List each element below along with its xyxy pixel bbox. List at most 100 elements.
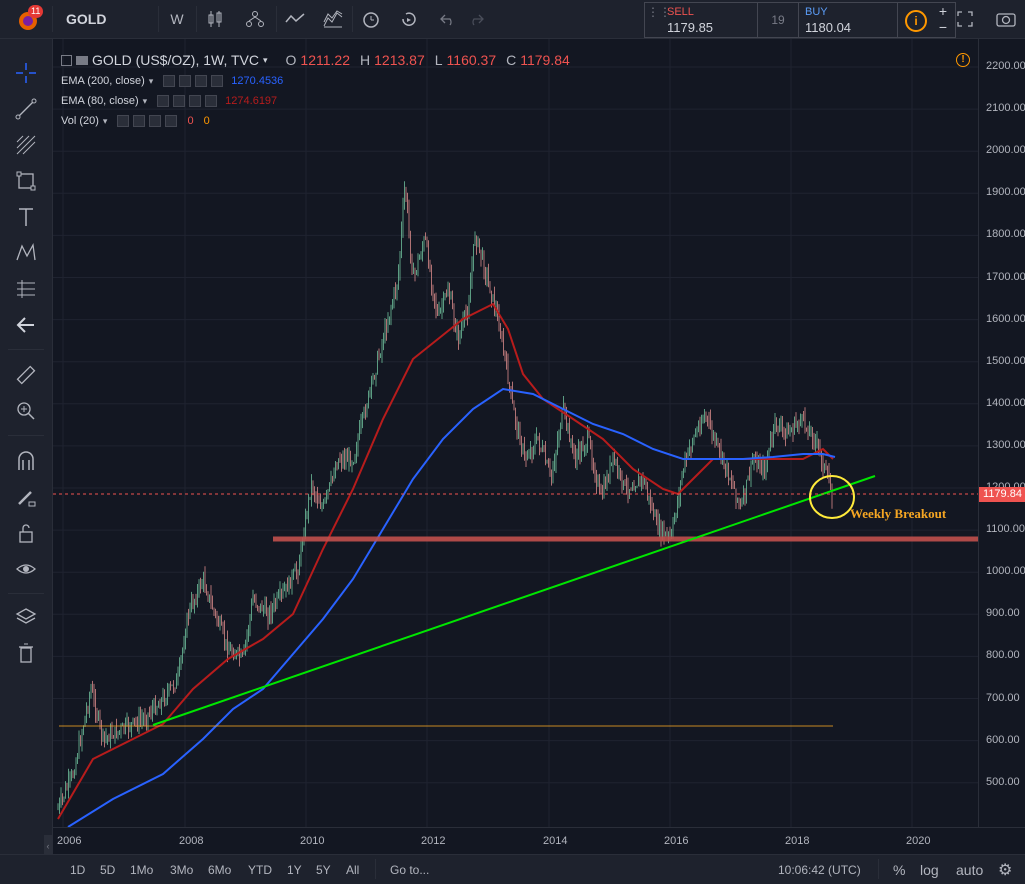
stay-drawing-icon[interactable] — [12, 483, 40, 511]
fullscreen-icon[interactable] — [954, 0, 976, 38]
visibility-icon[interactable] — [117, 115, 130, 127]
ruler-icon[interactable] — [12, 361, 40, 389]
drag-handle-icon[interactable]: ⋮⋮ — [647, 5, 671, 19]
sell-button[interactable]: SELL 1179.85 — [661, 3, 758, 37]
price-axis-label: 500.00 — [986, 775, 1020, 788]
range-button[interactable]: 1Mo — [130, 862, 154, 877]
zoom-icon[interactable] — [12, 397, 40, 425]
divider — [158, 6, 159, 32]
remove-icon[interactable] — [205, 95, 218, 107]
add-icon[interactable] — [195, 75, 208, 87]
legend-ema200[interactable]: EMA (200, close) ▾ 1270.4536 — [61, 75, 283, 87]
range-button[interactable]: 1D — [70, 862, 86, 877]
log-toggle[interactable]: log — [920, 861, 939, 878]
settings-icon[interactable] — [179, 75, 192, 87]
goto-button[interactable]: Go to... — [390, 862, 430, 877]
price-axis[interactable]: 2200.00 2100.00 2000.00 1900.00 1800.00 1700.… — [978, 39, 1025, 827]
range-button[interactable]: 6Mo — [208, 862, 232, 877]
percent-toggle[interactable]: % — [893, 861, 906, 878]
price-axis-label: 900.00 — [986, 607, 1020, 620]
candles-icon[interactable] — [202, 0, 228, 38]
layers-icon[interactable] — [12, 603, 40, 631]
visibility-icon[interactable] — [163, 75, 176, 87]
plus-icon[interactable]: + — [938, 3, 948, 19]
camera-icon[interactable] — [992, 0, 1020, 38]
auto-toggle[interactable]: auto — [956, 861, 984, 878]
minus-icon[interactable]: − — [938, 19, 948, 35]
crosshair-icon[interactable] — [12, 59, 40, 87]
dropdown-icon[interactable]: ▾ — [102, 115, 108, 126]
time-axis-label: 2014 — [543, 835, 568, 847]
range-button[interactable]: 1Y — [287, 862, 302, 877]
lock-icon[interactable] — [12, 519, 40, 547]
price-axis-label: 2100.00 — [986, 102, 1025, 115]
bottom-toolbar: 1D 5D 1Mo 3Mo 6Mo YTD 1Y 5Y All Go to... 10:06:4… — [0, 854, 1025, 884]
remove-icon[interactable] — [211, 75, 224, 87]
divider — [52, 6, 53, 32]
trend-line — [152, 475, 876, 726]
divider — [375, 859, 376, 879]
settings-icon[interactable] — [133, 115, 146, 127]
dropdown-icon[interactable]: ▾ — [263, 54, 268, 65]
price-axis-label: 700.00 — [986, 691, 1020, 704]
undo-icon[interactable] — [436, 0, 460, 38]
templates-icon[interactable] — [320, 0, 346, 38]
redo-icon[interactable] — [464, 0, 488, 38]
clock-display[interactable]: 10:06:42 (UTC) — [778, 862, 861, 877]
price-axis-label: 2000.00 — [986, 144, 1025, 157]
interval-button[interactable]: W — [170, 11, 184, 27]
trend-line-icon[interactable] — [12, 95, 40, 123]
replay-icon[interactable] — [396, 0, 422, 38]
settings-icon[interactable] — [173, 95, 186, 107]
app-logo[interactable]: 11 — [10, 0, 46, 38]
dropdown-icon[interactable]: ▾ — [142, 95, 148, 106]
gear-icon[interactable]: ⚙ — [998, 861, 1013, 879]
remove-icon[interactable] — [165, 115, 178, 127]
price-candles — [57, 181, 833, 814]
magnet-icon[interactable] — [12, 447, 40, 475]
legend-volume[interactable]: Vol (20) ▾ 0 0 — [61, 115, 210, 127]
buy-button[interactable]: BUY 1180.04 — [799, 3, 898, 37]
add-icon[interactable] — [189, 95, 202, 107]
back-arrow-icon[interactable] — [12, 311, 40, 339]
add-icon[interactable] — [149, 115, 162, 127]
range-button[interactable]: 5Y — [316, 862, 331, 877]
sell-label: SELL — [667, 6, 694, 18]
alert-clock-icon[interactable] — [358, 0, 384, 38]
price-axis-label: 2200.00 — [986, 60, 1025, 72]
time-axis-label: 2012 — [421, 835, 446, 847]
compare-icon[interactable] — [242, 0, 268, 38]
pattern-icon[interactable] — [12, 239, 40, 267]
info-icon[interactable]: i — [905, 10, 927, 32]
price-axis-label: 1800.00 — [986, 228, 1025, 241]
time-axis-label: 2018 — [785, 835, 810, 847]
open-label: O — [285, 52, 297, 68]
range-button[interactable]: YTD — [248, 862, 272, 877]
dropdown-icon[interactable]: ▾ — [148, 75, 154, 86]
symbol-search-button[interactable]: GOLD — [66, 11, 107, 27]
volume-label: Vol (20) — [61, 115, 99, 127]
collapse-toolbar-icon[interactable]: ‹ — [44, 835, 52, 857]
text-tool-icon[interactable] — [12, 203, 40, 231]
fib-tool-icon[interactable] — [12, 131, 40, 159]
current-price-tag: 1179.84 — [979, 487, 1025, 502]
time-axis-label: 2006 — [57, 835, 82, 847]
visibility-icon[interactable] — [157, 95, 170, 107]
legend-main: GOLD (US$/OZ), 1W, TVC ▾ O 1211.22 H 121… — [61, 52, 570, 68]
buy-price: 1180.04 — [805, 20, 852, 35]
range-button[interactable]: 5D — [100, 862, 116, 877]
range-button[interactable]: 3Mo — [170, 862, 194, 877]
symbol-title[interactable]: GOLD (US$/OZ), 1W, TVC — [92, 52, 259, 68]
indicators-icon[interactable] — [282, 0, 308, 38]
price-axis-label: 1100.00 — [986, 523, 1025, 536]
trash-icon[interactable] — [12, 639, 40, 667]
collapse-legend-icon[interactable] — [61, 54, 72, 66]
prediction-icon[interactable] — [12, 275, 40, 303]
chart-pane[interactable]: Weekly Breakout GOLD (US$/OZ), 1W, TVC ▾… — [53, 39, 978, 827]
warning-icon[interactable]: ! — [956, 53, 970, 67]
range-button[interactable]: All — [346, 862, 360, 877]
time-axis[interactable]: 2006 2008 2010 2012 2014 2016 2018 2020 — [53, 827, 1025, 855]
rectangle-icon[interactable] — [12, 167, 40, 195]
eye-icon[interactable] — [12, 555, 40, 583]
legend-ema80[interactable]: EMA (80, close) ▾ 1274.6197 — [61, 95, 277, 107]
